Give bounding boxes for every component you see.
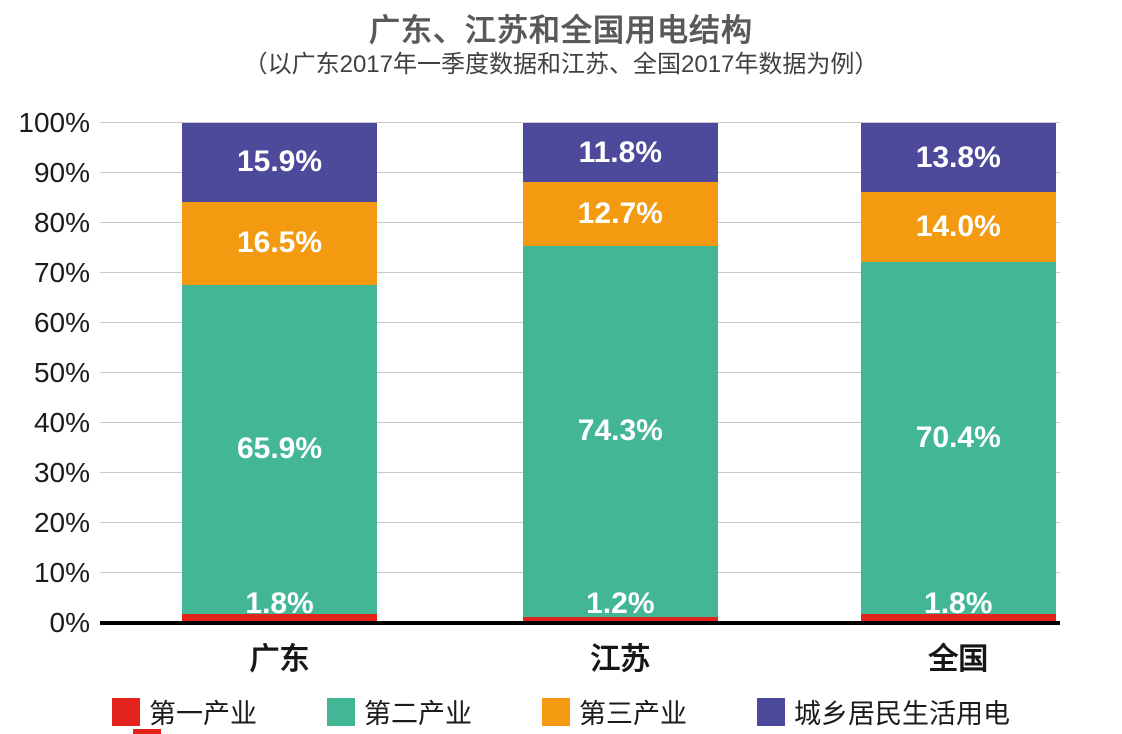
- data-label: 14.0%: [915, 210, 1001, 243]
- legend-item: 第三产业: [542, 692, 687, 731]
- legend-label: 第一产业: [149, 699, 257, 729]
- gridline: [100, 122, 1060, 123]
- y-tick-label: 40%: [33, 407, 90, 438]
- chart-subtitle: （以广东2017年一季度数据和江苏、全国2017年数据为例）: [243, 51, 879, 78]
- x-category-label: 江苏: [590, 643, 651, 676]
- bar-segment: [522, 617, 718, 623]
- legend-label: 第三产业: [579, 699, 687, 729]
- bar-segment: [860, 614, 1056, 623]
- bar-segment: 14.0%: [860, 192, 1056, 262]
- y-tick-label: 70%: [33, 257, 90, 288]
- y-tick-label: 80%: [33, 207, 90, 238]
- bar-segment: 12.7%: [522, 182, 718, 246]
- data-label: 1.8%: [924, 587, 993, 620]
- y-tick-label: 20%: [33, 507, 90, 538]
- y-tick-label: 90%: [33, 157, 90, 188]
- data-label: 65.9%: [236, 432, 323, 466]
- y-tick-label: 30%: [33, 457, 90, 488]
- bar-segment: 11.8%: [522, 123, 718, 182]
- stacked-bar-1: 1.8% 65.9% 16.5% 15.9%: [182, 123, 377, 623]
- bar-segment: 16.5%: [182, 202, 377, 285]
- x-axis-baseline: [100, 621, 1060, 625]
- data-label: 12.7%: [577, 196, 663, 230]
- stacked-bar-2: 1.2% 74.3% 12.7% 11.8%: [522, 123, 718, 623]
- plot-area: 0% 10% 20% 30% 40% 50% 60% 70% 80% 90% 100% 1.8% 65.…: [18, 109, 1060, 637]
- y-tick-label: 0%: [49, 607, 90, 638]
- cropped-red-mark: [133, 729, 161, 734]
- data-label: 70.4%: [915, 421, 1001, 454]
- stacked-bar-3: 1.8% 70.4% 14.0% 13.8%: [860, 123, 1056, 623]
- y-tick-label: 50%: [33, 357, 90, 388]
- legend-swatch: [757, 697, 785, 726]
- bar-segment: 15.9%: [182, 123, 377, 202]
- x-category-label: 全国: [928, 643, 989, 676]
- bar-segment: 65.9%: [182, 284, 377, 614]
- legend-item: 城乡居民生活用电: [757, 692, 1010, 731]
- legend-item: 第二产业: [327, 692, 472, 731]
- legend-swatch: [112, 697, 140, 726]
- data-label: 16.5%: [236, 226, 323, 260]
- y-tick-label: 60%: [33, 307, 90, 338]
- x-category-label: 广东: [249, 643, 310, 676]
- bar-segment: 70.4%: [860, 262, 1056, 614]
- data-label: 13.8%: [915, 140, 1001, 174]
- y-tick-label: 10%: [33, 557, 90, 588]
- legend-label: 第二产业: [364, 699, 472, 729]
- chart-title: 广东、江苏和全国用电结构: [369, 13, 753, 48]
- data-label: 1.8%: [245, 587, 314, 620]
- legend-item: 第一产业: [112, 692, 257, 731]
- legend-swatch: [542, 697, 570, 726]
- y-tick-label: 100%: [18, 107, 90, 138]
- data-label: 1.2%: [586, 587, 655, 620]
- data-label: 74.3%: [577, 414, 663, 448]
- bar-segment: 13.8%: [860, 123, 1056, 192]
- bar-segment: 74.3%: [522, 245, 718, 617]
- x-axis-labels: 广东 江苏 全国: [100, 634, 1060, 676]
- legend: 第一产业 第二产业 第三产业 城乡居民生活用电: [0, 692, 1122, 731]
- legend-label: 城乡居民生活用电: [794, 699, 1010, 729]
- data-label: 15.9%: [236, 145, 323, 179]
- legend-swatch: [327, 697, 355, 726]
- bar-segment: [182, 614, 377, 623]
- data-label: 11.8%: [578, 135, 663, 169]
